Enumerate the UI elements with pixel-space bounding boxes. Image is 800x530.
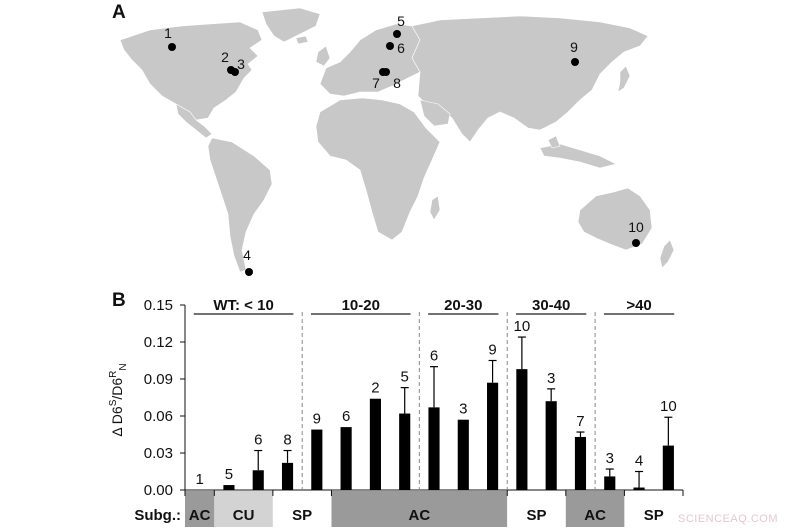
y-tick-label: 0.03 [144,445,173,462]
bar [281,462,294,490]
y-tick-label: 0.00 [144,482,173,499]
bar [340,427,352,490]
site-marker [386,42,394,50]
subgroup-band [214,491,273,527]
weight-groups: WT: < 10 10-20 20-30 30-40 >40 [193,297,675,490]
site-marker [632,239,640,247]
bar [457,419,469,490]
y-tick-label: 0.15 [144,297,173,314]
bar-site-label: 9 [313,411,321,428]
bar-site-label: 3 [606,450,614,467]
y-tick-label: 0.09 [144,371,173,388]
bar-site-label: 4 [635,453,643,470]
bar [311,429,323,490]
bar [399,413,411,490]
subgroup-label: AC [584,507,606,524]
subgroup-bands: Subg.: AC CU SP AC SP AC SP [134,490,684,527]
bar-site-label: 10 [660,398,677,415]
bar-site-label: 6 [342,408,350,425]
subgroup-label: SP [527,507,547,524]
bar-site-label: 2 [371,380,379,397]
bar [516,369,528,490]
bar-chart: 0.00 0.03 0.06 0.09 0.12 0.15 Δ D6S/D6RN WT: … [108,297,684,527]
site-label: 6 [397,40,405,56]
bar-site-label: 6 [254,432,262,449]
y-axis-label: Δ D6S/D6RN [108,363,129,436]
subgroup-label: SP [644,507,664,524]
bar-site-label: 3 [459,401,467,418]
site-label: 5 [397,13,405,29]
bar-site-label: 9 [488,342,496,359]
site-marker [382,68,390,76]
y-tick-label: 0.12 [144,334,173,351]
panel-label-a: A [112,2,126,23]
subgroup-label: SP [292,507,312,524]
site-marker [231,68,239,76]
bar-site-label: 6 [430,348,438,365]
bar [428,407,440,490]
bar [633,487,645,490]
bar-site-label: 7 [576,413,584,430]
bar-site-label: 1 [195,471,203,488]
site-marker [168,43,176,51]
site-marker [571,58,579,66]
bar [223,485,235,490]
bar-site-label: 5 [225,466,233,483]
site-label: 4 [243,247,251,263]
subgroup-band [565,491,625,527]
group-label: 20-30 [444,297,482,314]
y-tick-label: 0.06 [144,408,173,425]
group-label: 10-20 [342,297,380,314]
subgroup-label: AC [409,507,431,524]
group-label: 30-40 [532,297,570,314]
site-label: 10 [628,219,644,235]
subgroup-band [185,491,215,527]
bar [662,445,674,490]
bar [545,401,557,490]
bar-site-label: 8 [283,432,291,449]
site-label: 3 [237,56,245,72]
subgroup-band [272,491,332,527]
subgroup-label: AC [189,507,211,524]
watermark: SCIENCEAQ.COM [677,513,778,525]
site-label: 8 [393,75,401,91]
panel-label-b: B [112,290,126,311]
bar [369,398,381,490]
subgroup-band [331,491,508,527]
bar [604,476,616,490]
site-label: 7 [372,75,380,91]
subgroup-band [624,491,683,527]
bar-site-label: 3 [547,370,555,387]
bar [574,436,587,490]
bar-site-label: 5 [401,369,409,386]
subgroup-band [507,491,566,527]
group-label: >40 [626,297,651,314]
subgroup-axis-label: Subg.: [134,507,181,524]
site-label: 1 [164,25,172,41]
bar [487,382,499,490]
bar-site-label: 10 [514,318,531,335]
site-label: 2 [221,49,229,65]
bars: 1 5 6 8 9 6 2 5 6 3 9 10 3 7 3 4 10 [195,318,677,490]
bar [252,470,264,490]
subgroup-label: CU [233,507,255,524]
land-masses [119,7,675,273]
group-label: WT: < 10 [213,297,273,314]
site-marker [245,268,253,276]
site-marker [393,30,401,38]
site-label: 9 [570,39,578,55]
